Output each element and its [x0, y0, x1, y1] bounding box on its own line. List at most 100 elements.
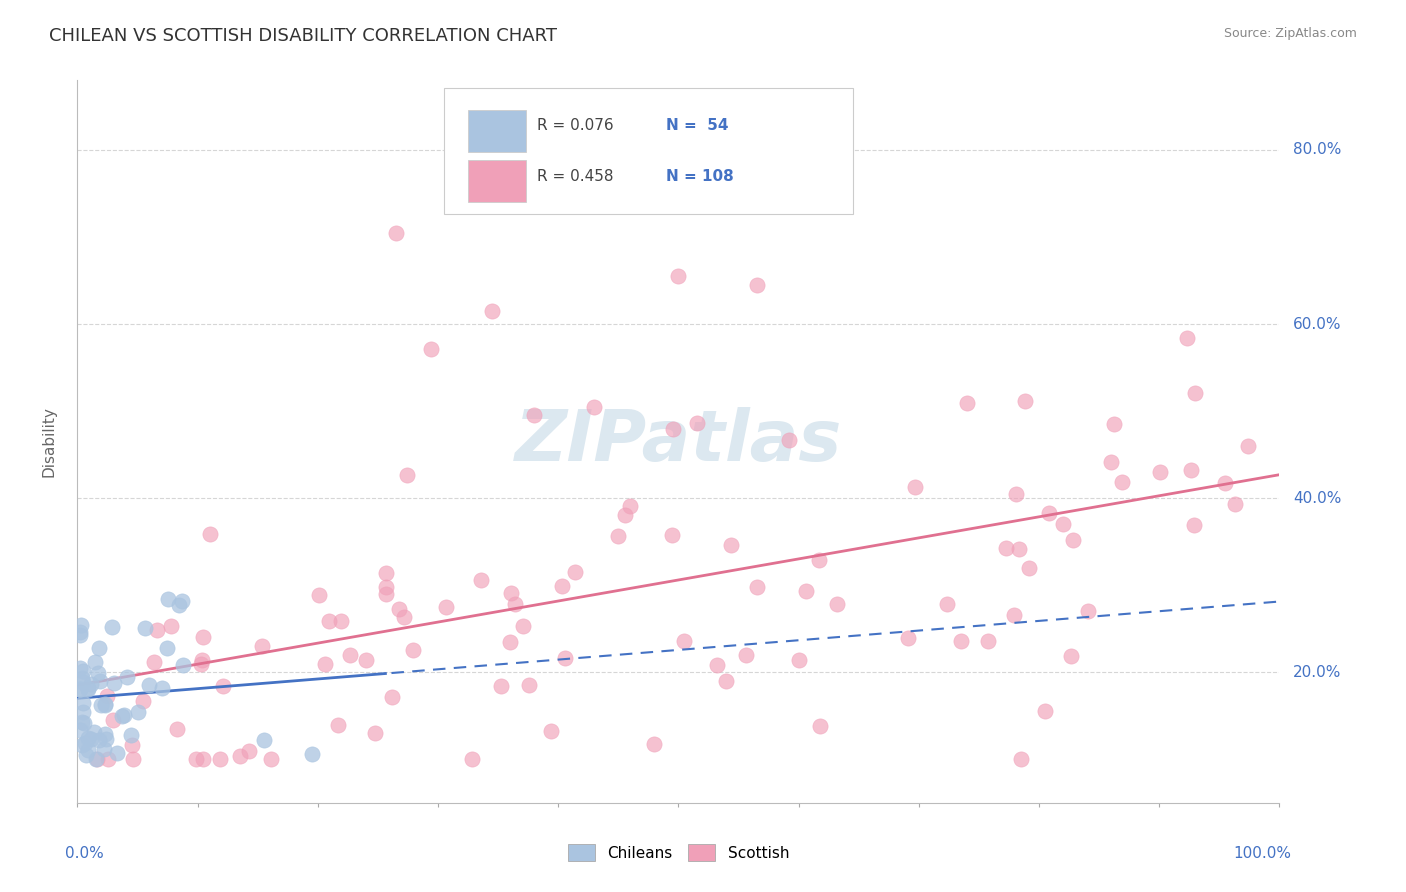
Point [69, 681, 91, 696]
Point [606, 529, 628, 543]
Point [76, 742, 98, 756]
Point [896, 631, 918, 645]
Point [166, 722, 188, 736]
Point [131, 694, 153, 708]
Point [977, 634, 1000, 648]
Point [73, 715, 96, 730]
Point [89, 674, 111, 689]
Point [90, 698, 112, 712]
Text: 40.0%: 40.0% [1294, 491, 1341, 506]
Point [662, 422, 685, 436]
FancyBboxPatch shape [444, 87, 852, 214]
Point [551, 579, 574, 593]
Point [72, 671, 94, 685]
Point [661, 527, 683, 541]
Point [794, 583, 817, 598]
Point [86, 752, 108, 766]
Point [436, 600, 458, 615]
Point [1062, 533, 1084, 547]
Point [97, 752, 120, 766]
Point [127, 705, 149, 719]
Point [613, 508, 636, 523]
Point [314, 657, 336, 671]
Point [111, 709, 134, 723]
Point [672, 634, 695, 648]
Point [643, 737, 665, 751]
Point [685, 416, 707, 430]
Point [554, 651, 576, 665]
Point [1014, 393, 1036, 408]
Point [83, 655, 105, 669]
Text: 100.0%: 100.0% [1233, 847, 1292, 861]
Point [668, 269, 690, 284]
Point [1018, 561, 1040, 575]
Point [80, 677, 103, 691]
Point [540, 724, 562, 739]
Point [134, 621, 156, 635]
Point [1223, 497, 1246, 511]
Point [250, 639, 273, 653]
Text: 80.0%: 80.0% [1294, 143, 1341, 157]
Text: 20.0%: 20.0% [1294, 665, 1341, 680]
Point [103, 676, 125, 690]
Point [80, 732, 103, 747]
Point [1111, 475, 1133, 490]
Point [94, 697, 117, 711]
Point [1005, 486, 1028, 500]
Point [167, 598, 190, 612]
Point [501, 586, 523, 600]
Text: CHILEAN VS SCOTTISH DISABILITY CORRELATION CHART: CHILEAN VS SCOTTISH DISABILITY CORRELATI… [49, 27, 557, 45]
Point [77, 731, 100, 746]
Point [716, 673, 738, 688]
Point [308, 588, 330, 602]
Point [96, 689, 118, 703]
Point [512, 619, 534, 633]
Point [385, 226, 408, 240]
Point [747, 581, 769, 595]
Point [69, 625, 91, 640]
Point [1002, 607, 1025, 622]
Point [94, 727, 117, 741]
Point [402, 643, 425, 657]
Point [1033, 705, 1056, 719]
Point [339, 648, 361, 663]
Point [84, 752, 107, 766]
Point [191, 752, 214, 766]
Point [172, 594, 194, 608]
Y-axis label: Disability: Disability [42, 406, 56, 477]
Point [564, 565, 586, 579]
Text: Source: ZipAtlas.com: Source: ZipAtlas.com [1223, 27, 1357, 40]
Point [517, 678, 540, 692]
Point [212, 679, 235, 693]
Point [523, 409, 546, 423]
Point [825, 597, 848, 611]
Point [77, 681, 100, 696]
Point [1099, 455, 1122, 469]
Point [1175, 331, 1198, 345]
Point [83, 724, 105, 739]
Point [481, 304, 503, 318]
Text: ZIPatlas: ZIPatlas [515, 407, 842, 476]
Point [72, 706, 94, 720]
Point [156, 641, 179, 656]
Point [89, 641, 111, 656]
Point [229, 749, 252, 764]
Point [499, 635, 522, 649]
Point [72, 674, 94, 689]
Point [1077, 604, 1099, 618]
Point [994, 541, 1017, 556]
Point [69, 661, 91, 675]
Point [69, 723, 91, 737]
Point [470, 573, 492, 587]
Point [121, 738, 143, 752]
Point [503, 597, 526, 611]
Point [807, 553, 830, 567]
Point [76, 681, 98, 695]
Point [356, 653, 378, 667]
Point [69, 628, 91, 642]
Point [115, 670, 138, 684]
Point [1180, 463, 1202, 477]
Point [105, 746, 128, 760]
Point [70, 715, 93, 730]
Point [735, 648, 758, 662]
